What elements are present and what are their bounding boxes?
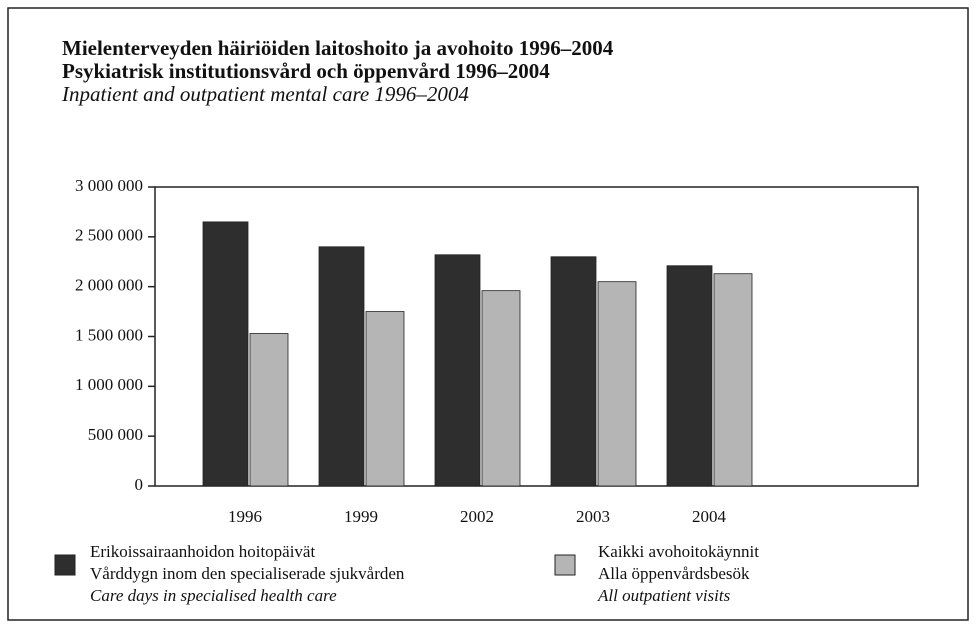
y-tick-label: 0 <box>135 475 144 494</box>
legend-label: Vårddygn inom den specialiserade sjukvår… <box>90 564 405 583</box>
chart-border <box>7 7 969 621</box>
bar <box>597 281 637 487</box>
bar <box>481 290 521 487</box>
y-tick-label: 1 000 000 <box>75 375 143 394</box>
chart-subtitle: Psykiatrisk institutionsvård och öppenvå… <box>62 59 550 83</box>
chart-subtitle-en: Inpatient and outpatient mental care 199… <box>61 82 469 106</box>
bar <box>713 273 753 487</box>
legend-label: Erikoissairaanhoidon hoitopäivät <box>90 542 315 561</box>
legend-label: All outpatient visits <box>597 586 731 605</box>
bar <box>249 333 289 487</box>
legend-swatch <box>554 554 576 576</box>
bar <box>202 221 249 487</box>
y-tick-label: 500 000 <box>88 425 143 444</box>
legend-swatch <box>54 554 76 576</box>
bar <box>550 256 597 487</box>
bar <box>318 246 365 487</box>
y-tick-label: 1 500 000 <box>75 325 143 344</box>
legend-label: Alla öppenvårdsbesök <box>598 564 750 583</box>
y-tick-label: 2 000 000 <box>75 276 143 295</box>
x-tick-label: 2002 <box>460 507 494 526</box>
x-tick-label: 1996 <box>228 507 262 526</box>
bar <box>365 311 405 487</box>
x-tick-label: 2004 <box>692 507 727 526</box>
bar <box>666 265 713 487</box>
bar <box>434 254 481 487</box>
y-tick-label: 3 000 000 <box>75 176 143 195</box>
chart-title: Mielenterveyden häiriöiden laitoshoito j… <box>62 36 614 60</box>
y-tick-label: 2 500 000 <box>75 226 143 245</box>
x-tick-label: 1999 <box>344 507 378 526</box>
legend-label: Kaikki avohoitokäynnit <box>598 542 759 561</box>
legend-label: Care days in specialised health care <box>90 586 337 605</box>
x-tick-label: 2003 <box>576 507 610 526</box>
